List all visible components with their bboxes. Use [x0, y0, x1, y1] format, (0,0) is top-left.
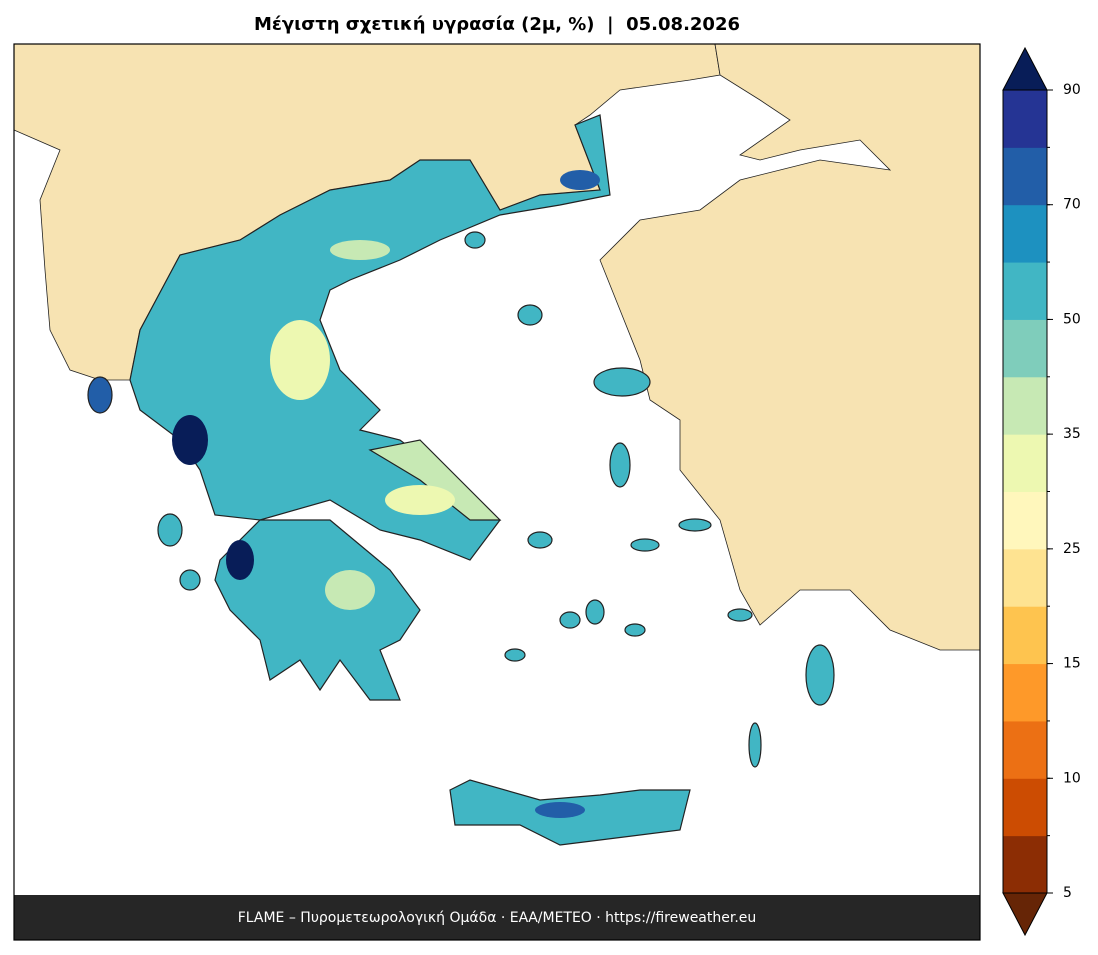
colorbar-band — [1003, 90, 1047, 148]
island — [805, 644, 835, 706]
tick-label: 35 — [1063, 426, 1081, 442]
colorbar-band — [1003, 720, 1047, 779]
colorbar-band — [1003, 606, 1047, 665]
colorbar-band — [1003, 147, 1047, 206]
tick-label: 90 — [1063, 82, 1081, 98]
island — [748, 722, 762, 768]
island — [630, 538, 660, 552]
patch — [172, 415, 208, 465]
patch — [270, 320, 330, 400]
humidity-patches — [172, 170, 600, 818]
island — [727, 608, 753, 622]
colorbar-band — [1003, 835, 1047, 894]
tick-label: 10 — [1063, 770, 1081, 786]
patch — [325, 570, 375, 610]
evia — [368, 439, 502, 521]
island — [87, 376, 113, 414]
tick-label: 70 — [1063, 197, 1081, 213]
patch — [226, 540, 254, 580]
extend-low — [1002, 892, 1048, 937]
map-frame — [13, 43, 981, 941]
island — [527, 531, 553, 549]
extend-high — [1002, 46, 1048, 91]
tick-label: 5 — [1063, 885, 1072, 901]
patch — [560, 170, 600, 190]
map-title: Μέγιστη σχετική υγρασία (2μ, %) | 05.08.… — [254, 14, 740, 35]
mainland — [129, 114, 611, 561]
island — [609, 442, 631, 488]
island — [517, 304, 543, 326]
island — [593, 367, 651, 397]
colorbar-band — [1003, 778, 1047, 837]
colorbar-band — [1003, 319, 1047, 378]
tick-label: 25 — [1063, 541, 1081, 557]
peloponnese — [214, 519, 421, 701]
turkey-land — [599, 43, 981, 651]
island — [179, 569, 201, 591]
patch — [385, 485, 455, 515]
island — [504, 648, 526, 662]
patch — [535, 802, 585, 818]
tick-label: 50 — [1063, 311, 1081, 327]
colorbar: 5 10 15 25 35 50 70 90 — [1002, 46, 1081, 937]
island — [559, 611, 581, 629]
island — [157, 513, 183, 547]
colorbar-band — [1003, 663, 1047, 722]
colorbar-band — [1003, 204, 1047, 263]
tick-label: 15 — [1063, 656, 1081, 672]
map: FLAME – Πυρομετεωρολογική Ομάδα · ΕΑΑ/ME… — [13, 43, 981, 941]
footer-bar — [14, 895, 980, 940]
island — [585, 599, 605, 625]
island — [678, 518, 712, 532]
colorbar-band — [1003, 491, 1047, 550]
colorbar-band — [1003, 548, 1047, 607]
colorbar-band — [1003, 376, 1047, 435]
patch — [330, 240, 390, 260]
colorbar-band — [1003, 434, 1047, 492]
island — [624, 623, 646, 637]
island — [464, 231, 486, 249]
footer-text: FLAME – Πυρομετεωρολογική Ομάδα · ΕΑΑ/ME… — [238, 910, 757, 926]
colorbar-band — [1003, 262, 1047, 320]
